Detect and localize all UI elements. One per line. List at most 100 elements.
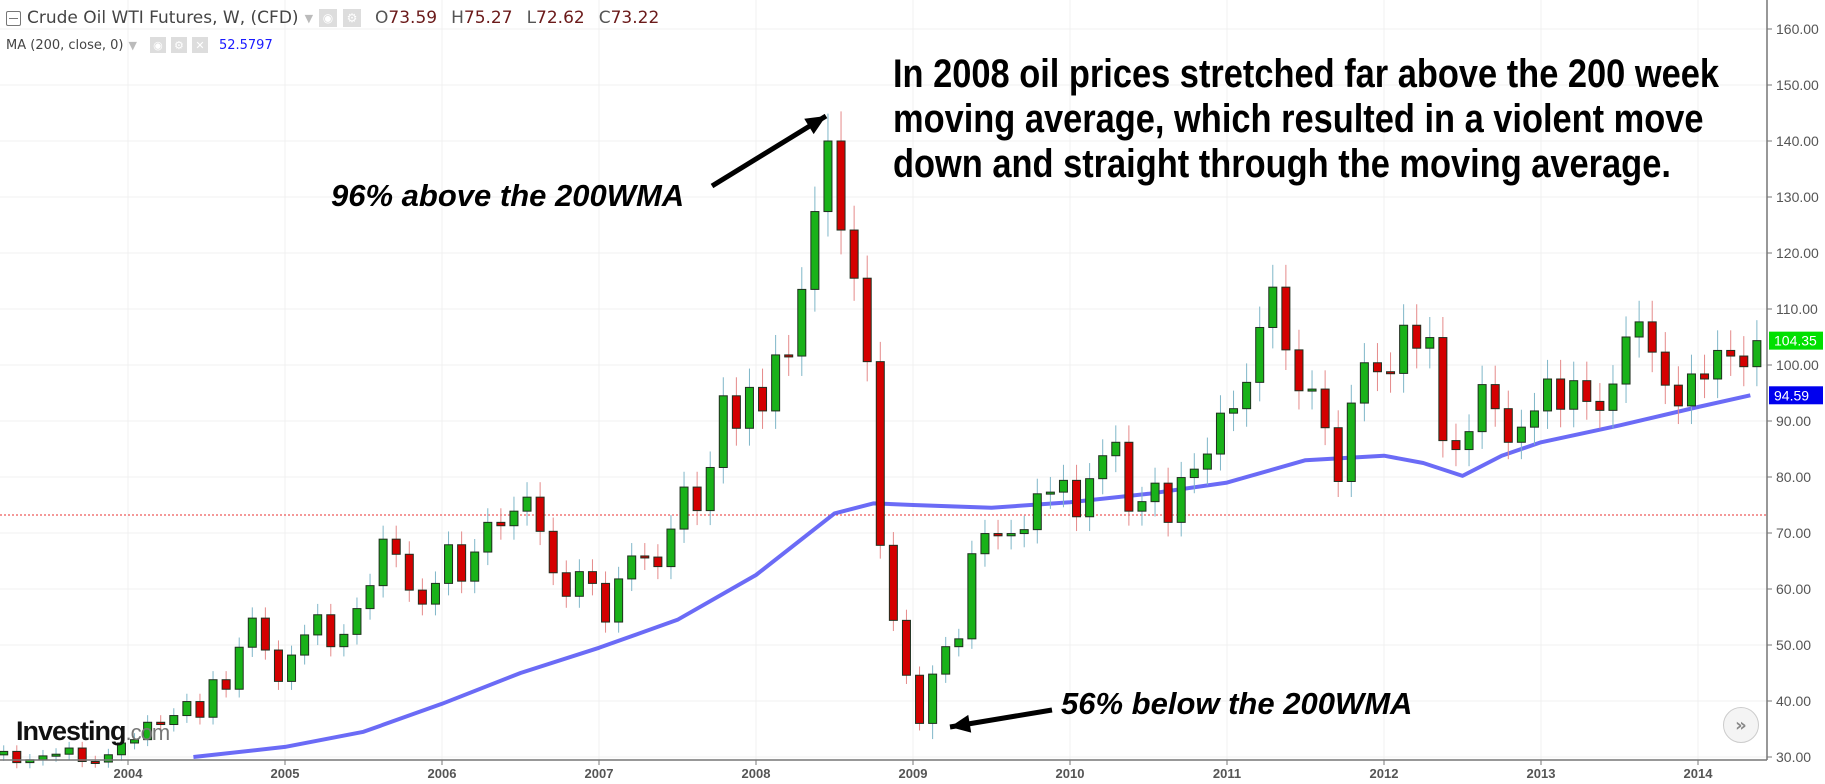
candle-up <box>287 654 297 682</box>
logo-name: Investing <box>16 716 127 746</box>
candle-down <box>875 361 885 546</box>
open-label: O <box>375 8 389 28</box>
candle-down <box>915 674 925 724</box>
x-tick-label: 2008 <box>742 766 771 781</box>
candle-up <box>1085 478 1095 518</box>
low-label: L <box>526 8 537 28</box>
y-tick-label: 120.00 <box>1776 245 1819 261</box>
x-tick-label: 2007 <box>585 766 614 781</box>
candle-down <box>1739 355 1749 368</box>
chevron-down-icon[interactable]: ▼ <box>304 11 314 25</box>
candle-up <box>1569 380 1579 410</box>
indicator-title: MA (200, close, 0) <box>6 37 124 53</box>
candle-up <box>444 544 454 584</box>
candle-up <box>1425 337 1435 349</box>
candle-up <box>365 585 375 610</box>
eye-icon[interactable]: ◉ <box>319 9 338 27</box>
candle-down <box>758 386 768 412</box>
candle-down <box>1660 351 1670 386</box>
candle-down <box>221 679 231 690</box>
candle-up <box>1634 321 1644 338</box>
candle-up <box>679 486 689 530</box>
candle-down <box>156 721 166 726</box>
last-price-tag: 104.35 <box>1774 333 1817 349</box>
indicator-value: 52.5797 <box>218 37 273 53</box>
chevron-down-icon[interactable]: ▼ <box>128 38 137 52</box>
candle-up <box>378 538 388 587</box>
candle-down <box>535 496 545 532</box>
candle-up <box>38 755 48 761</box>
candle-down <box>1595 400 1605 411</box>
candles-layer <box>0 111 1762 769</box>
y-tick-label: 80.00 <box>1776 469 1811 485</box>
scroll-to-latest-button[interactable]: » <box>1723 707 1759 743</box>
y-tick-label: 30.00 <box>1776 749 1811 765</box>
candle-up <box>1176 477 1186 523</box>
candle-down <box>1412 324 1422 349</box>
arrow-to-peak-head <box>804 116 826 135</box>
candle-down <box>731 395 741 429</box>
collapse-icon[interactable] <box>6 10 21 26</box>
candle-down <box>1503 408 1513 443</box>
candle-up <box>470 551 480 582</box>
candle-down <box>1372 362 1382 373</box>
candle-down <box>901 619 911 676</box>
candle-down <box>1163 482 1173 523</box>
candle-up <box>509 510 519 527</box>
candle-down <box>561 572 571 597</box>
candle-down <box>12 750 22 764</box>
candle-down <box>784 354 794 358</box>
candle-up <box>1608 383 1618 411</box>
candle-up <box>1464 431 1474 451</box>
x-tick-label: 2011 <box>1213 766 1241 781</box>
gear-icon[interactable]: ⚙ <box>170 37 187 53</box>
candle-up <box>1202 453 1212 470</box>
candle-up <box>1255 326 1265 383</box>
close-label: C <box>598 8 611 28</box>
open-value: 73.59 <box>388 8 438 28</box>
candle-up <box>130 739 140 744</box>
candle-up <box>339 633 349 648</box>
candle-down <box>1647 321 1657 353</box>
y-tick-label: 160.00 <box>1776 21 1819 37</box>
candle-down <box>1556 378 1566 410</box>
x-tick-label: 2009 <box>899 766 928 781</box>
candle-down <box>1451 440 1461 451</box>
candle-up <box>1058 479 1068 493</box>
candle-up <box>718 395 728 468</box>
candle-up <box>1268 286 1278 328</box>
candle-up <box>980 533 990 555</box>
gear-icon[interactable]: ⚙ <box>343 9 362 27</box>
candle-up <box>300 634 310 656</box>
candle-up <box>1529 410 1539 428</box>
close-icon[interactable]: ✕ <box>191 37 208 53</box>
candle-up <box>208 679 218 718</box>
y-tick-label: 60.00 <box>1776 581 1811 597</box>
candle-up <box>1045 491 1055 495</box>
eye-icon[interactable]: ◉ <box>149 37 166 53</box>
candle-up <box>352 608 362 635</box>
x-tick-label: 2010 <box>1056 766 1085 781</box>
candle-up <box>1137 501 1147 512</box>
candle-up <box>1346 402 1356 482</box>
candle-up <box>1098 455 1108 480</box>
candle-down <box>1582 380 1592 402</box>
candle-down <box>391 538 401 555</box>
candle-up <box>64 747 74 755</box>
candle-down <box>1700 373 1710 380</box>
candle-up <box>430 582 440 605</box>
x-tick-label: 2012 <box>1370 766 1399 781</box>
candle-up <box>614 578 624 623</box>
candle-down <box>1438 337 1448 442</box>
candle-up <box>1713 349 1723 380</box>
candle-down <box>587 571 597 584</box>
candle-up <box>810 211 820 290</box>
candle-up <box>1006 533 1016 537</box>
candle-down <box>1490 384 1500 410</box>
candle-up <box>1189 468 1199 479</box>
candle-down <box>404 553 414 591</box>
candle-up <box>1150 482 1160 503</box>
candle-down <box>1673 384 1683 407</box>
low-value: 72.62 <box>536 8 585 28</box>
